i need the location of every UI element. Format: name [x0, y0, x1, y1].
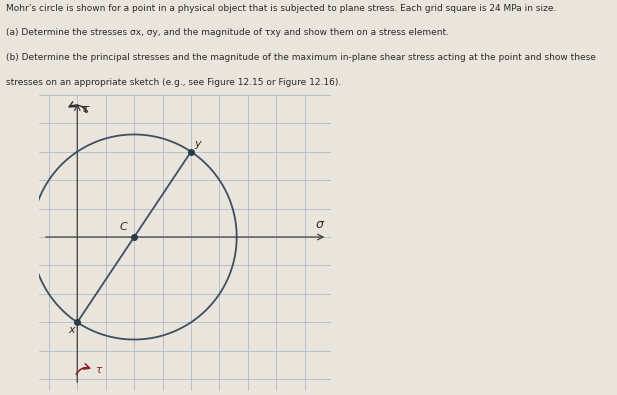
Text: C: C	[119, 222, 127, 232]
Text: τ: τ	[82, 103, 89, 116]
Text: (a) Determine the stresses σx, σy, and the magnitude of τxy and show them on a s: (a) Determine the stresses σx, σy, and t…	[6, 28, 449, 38]
Text: x: x	[68, 325, 75, 335]
Text: y: y	[194, 139, 201, 149]
Text: stresses on an appropriate sketch (e.g., see Figure 12.15 or Figure 12.16).: stresses on an appropriate sketch (e.g.,…	[6, 77, 341, 87]
Text: σ: σ	[316, 218, 324, 231]
Text: τ: τ	[95, 365, 101, 375]
Text: τ: τ	[80, 104, 86, 114]
Text: (b) Determine the principal stresses and the magnitude of the maximum in-plane s: (b) Determine the principal stresses and…	[6, 53, 596, 62]
Text: Mohr’s circle is shown for a point in a physical object that is subjected to pla: Mohr’s circle is shown for a point in a …	[6, 4, 557, 13]
